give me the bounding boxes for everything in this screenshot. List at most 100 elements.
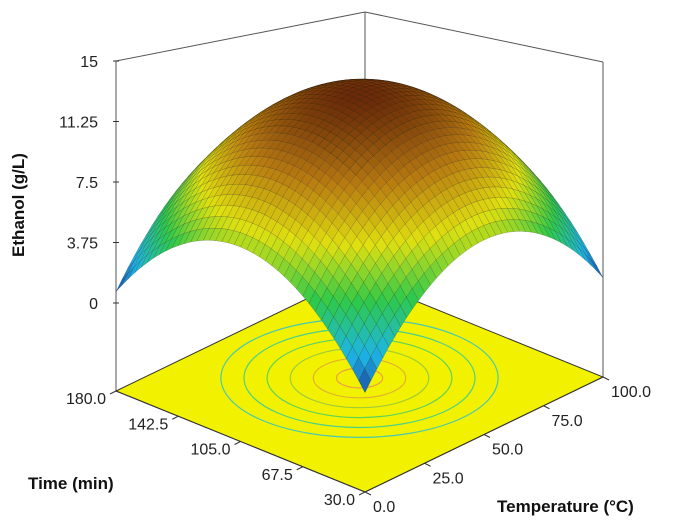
surface-cell bbox=[446, 173, 460, 187]
surface-cell bbox=[489, 208, 502, 222]
surface-cell bbox=[326, 257, 340, 277]
surface-cell bbox=[365, 106, 379, 116]
surface-cell bbox=[305, 123, 319, 133]
surface-cell bbox=[435, 236, 449, 255]
surface-cell bbox=[358, 368, 372, 394]
surface-cell bbox=[328, 82, 341, 86]
surface-cell bbox=[394, 305, 407, 328]
surface-cell bbox=[418, 89, 432, 95]
surface-cell bbox=[242, 116, 255, 127]
surface-cell bbox=[369, 244, 382, 264]
surface-cell bbox=[388, 88, 403, 93]
temperature-tick-mark bbox=[543, 405, 550, 410]
surface-cell bbox=[298, 102, 312, 109]
surface-cell bbox=[389, 85, 402, 89]
surface-cell bbox=[337, 189, 351, 206]
surface-cell bbox=[334, 88, 348, 94]
surface-cell bbox=[225, 140, 238, 151]
surface-cell bbox=[276, 183, 289, 198]
surface-cell bbox=[450, 121, 464, 129]
surface-cell bbox=[320, 287, 334, 309]
surface-cell bbox=[402, 113, 416, 122]
surface-cell bbox=[316, 87, 329, 92]
surface-cell bbox=[473, 119, 487, 129]
surface-cell bbox=[318, 173, 332, 188]
surface-cell bbox=[332, 229, 345, 248]
z-tick-label: 3.75 bbox=[67, 236, 98, 253]
surface-cell bbox=[293, 136, 307, 148]
surface-cell bbox=[494, 186, 508, 198]
surface-cell bbox=[324, 153, 338, 166]
surface-cell bbox=[261, 119, 275, 128]
surface-cell bbox=[358, 79, 371, 82]
surface-cell bbox=[465, 231, 479, 247]
surface-cell bbox=[252, 225, 266, 242]
surface-cell bbox=[196, 228, 210, 242]
surface-cell bbox=[529, 173, 542, 188]
response-surface bbox=[115, 78, 604, 394]
surface-cell bbox=[189, 208, 203, 223]
surface-cell bbox=[236, 121, 249, 132]
surface-cell bbox=[315, 83, 328, 87]
surface-cell bbox=[250, 140, 264, 149]
surface-cell bbox=[340, 94, 355, 102]
surface-cell bbox=[432, 114, 446, 122]
surface-cell bbox=[292, 113, 306, 121]
surface-cell bbox=[374, 188, 387, 205]
temperature-tick-label: 50.0 bbox=[492, 442, 523, 459]
surface-cell bbox=[266, 101, 280, 109]
surface-cell bbox=[506, 187, 520, 200]
surface-cell bbox=[221, 229, 235, 244]
surface-cell bbox=[351, 292, 365, 314]
surface-cell bbox=[370, 87, 385, 93]
surface-cell bbox=[404, 201, 418, 218]
surface-cell bbox=[248, 122, 263, 132]
surface-cell bbox=[158, 230, 173, 247]
surface-cell bbox=[378, 115, 392, 126]
surface-cell bbox=[477, 225, 491, 241]
surface-cell bbox=[300, 149, 313, 162]
surface-cell bbox=[428, 182, 442, 197]
surface-cell bbox=[323, 107, 337, 115]
time-tick-mark bbox=[172, 415, 179, 420]
surface-cell bbox=[337, 162, 350, 177]
surface-cell bbox=[316, 94, 330, 100]
surface-cell bbox=[452, 182, 466, 196]
surface-cell bbox=[487, 167, 501, 179]
surface-cell bbox=[282, 200, 296, 216]
surface-cell bbox=[385, 151, 399, 164]
surface-cell bbox=[380, 196, 394, 213]
surface-cell bbox=[263, 178, 277, 192]
surface-cell bbox=[352, 356, 365, 382]
surface-cell bbox=[279, 103, 293, 111]
surface-cell bbox=[457, 159, 471, 171]
surface-cell bbox=[288, 177, 302, 192]
surface-cell bbox=[457, 150, 471, 160]
surface-cell bbox=[406, 288, 419, 310]
surface-cell bbox=[177, 198, 190, 213]
surface-cell bbox=[456, 121, 470, 131]
temperature-tick-label: 100.0 bbox=[611, 384, 651, 401]
surface-cell bbox=[170, 196, 183, 212]
surface-cell bbox=[358, 78, 371, 80]
surface-cell bbox=[263, 167, 277, 180]
surface-cell bbox=[363, 291, 377, 314]
surface-cell bbox=[422, 161, 435, 175]
surface-cell bbox=[329, 109, 343, 118]
surface-cell bbox=[343, 196, 357, 213]
temperature-axis-label: Temperature (°C) bbox=[497, 497, 634, 516]
surface-cell bbox=[304, 108, 318, 117]
surface-cell bbox=[294, 157, 307, 170]
surface-cell bbox=[439, 144, 453, 155]
surface-cell bbox=[329, 102, 343, 110]
surface-cell bbox=[356, 195, 369, 212]
surface-cell bbox=[251, 198, 265, 213]
surface-cell bbox=[426, 114, 440, 123]
surface-cell bbox=[230, 125, 243, 136]
surface-cell bbox=[268, 132, 282, 141]
surface-cell bbox=[373, 174, 387, 190]
z-tick-label: 0 bbox=[89, 296, 98, 313]
surface-cell bbox=[500, 186, 514, 199]
surface-cell bbox=[328, 91, 342, 98]
surface-cell bbox=[412, 280, 425, 301]
